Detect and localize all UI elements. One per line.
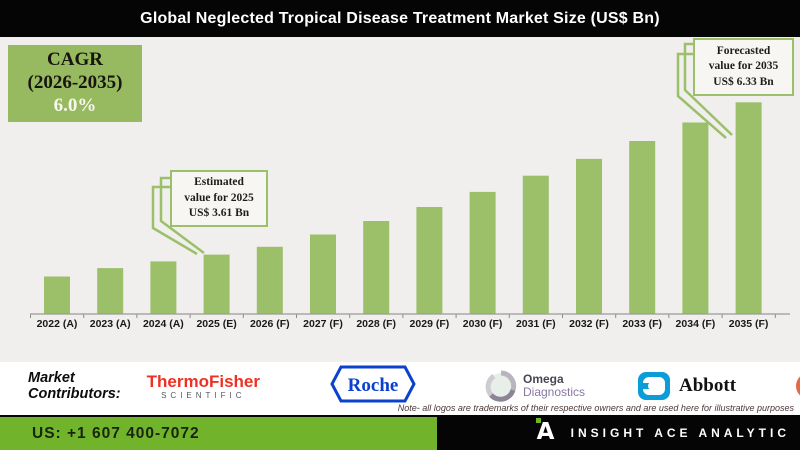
estimated-value: US$ 3.61 Bn (188, 207, 250, 220)
x-axis-labels: 2022 (A) 2023 (A) 2024 (A) 2025 (E) 2026 (F)… (0, 318, 800, 334)
bar-2028 (363, 221, 390, 314)
x-label-2022: 2022 (A) (36, 318, 78, 330)
forecast-callout-leader (676, 42, 733, 139)
phone-number: US: +1 607 400-7072 (32, 424, 200, 442)
title-bar: Global Neglected Tropical Disease Treatm… (0, 0, 800, 37)
page-title: Global Neglected Tropical Disease Treatm… (140, 9, 660, 27)
market-contributors-label: Market Contributors: (28, 370, 121, 402)
x-label-2023: 2023 (A) (89, 318, 131, 330)
cagr-value: 6.0% (53, 94, 97, 116)
bar-2035 (735, 102, 762, 314)
bar-2030 (469, 191, 496, 314)
trademark-note: Note- all logos are trademarks of their … (397, 403, 794, 413)
cagr-badge: CAGR (2026-2035) 6.0% (8, 45, 142, 122)
abbott-wordmark: Abbott (679, 375, 737, 396)
chart-canvas (30, 42, 790, 318)
thermofisher-wordmark: ThermoFisher (146, 371, 260, 391)
insight-ace-logo-icon: A (535, 417, 555, 445)
oscar-cube-icon (796, 376, 800, 396)
oscar-logo: OSCAR (794, 371, 800, 401)
abbott-logo: Abbott (637, 371, 736, 401)
x-label-2027: 2027 (F) (303, 318, 343, 330)
estimated-value-callout: Estimated value for 2025 US$ 3.61 Bn (170, 170, 268, 227)
omega-swirl-icon (485, 370, 517, 402)
axis-ticks (30, 314, 776, 318)
x-label-2032: 2032 (F) (569, 318, 609, 330)
estimated-line2: value for 2025 (184, 191, 254, 204)
x-label-2025: 2025 (E) (196, 318, 237, 330)
x-label-2030: 2030 (F) (462, 318, 503, 330)
bar-2026 (256, 246, 283, 314)
cagr-range: (2026-2035) (27, 72, 123, 94)
x-label-2026: 2026 (F) (249, 318, 290, 330)
bar-2024 (150, 261, 177, 314)
omega-diagnostics-logo: Omega Diagnostics (484, 369, 585, 403)
bar-2031 (522, 175, 549, 314)
x-label-2024: 2024 (A) (142, 318, 184, 330)
estimated-line1: Estimated (194, 176, 244, 189)
forecast-value-callout: Forecasted value for 2035 US$ 6.33 Bn (693, 38, 794, 96)
svg-text:Roche: Roche (348, 375, 399, 396)
bar-2023 (97, 268, 124, 314)
forecast-line2: value for 2035 (708, 60, 779, 73)
x-label-2028: 2028 (F) (356, 318, 397, 330)
roche-logo: Roche (330, 365, 416, 408)
footer-contact-box: US: +1 607 400-7072 (0, 417, 437, 450)
brand-name: INSIGHT ACE ANALYTIC (570, 425, 790, 440)
abbott-a-icon (638, 372, 671, 400)
x-label-2031: 2031 (F) (515, 318, 556, 330)
omega-wordmark: Omega (522, 372, 564, 387)
footer-bar: US: +1 607 400-7072 A INSIGHT ACE ANALYT… (0, 415, 800, 450)
x-label-2034: 2034 (F) (675, 318, 716, 330)
x-label-2033: 2033 (F) (622, 318, 663, 330)
bar-2025 (203, 254, 230, 314)
bars-group (44, 102, 762, 314)
forecast-value: US$ 6.33 Bn (713, 75, 774, 88)
brand-block: A INSIGHT ACE ANALYTIC (535, 415, 790, 450)
forecast-line1: Forecasted (716, 44, 771, 57)
x-label-2029: 2029 (F) (409, 318, 450, 330)
x-label-2035: 2035 (F) (728, 318, 769, 330)
estimated-callout-leader (151, 176, 205, 256)
bar-2034 (682, 122, 709, 314)
cagr-title: CAGR (47, 49, 103, 71)
bar-2029 (416, 207, 443, 314)
bar-2032 (576, 158, 602, 314)
bar-2022 (44, 276, 70, 314)
bar-2027 (310, 234, 336, 314)
bar-chart: 2022 (A) 2023 (A) 2024 (A) 2025 (E) 2026 (F)… (0, 37, 800, 362)
roche-hexagon-icon: Roche (330, 365, 416, 402)
thermofisher-subtext: SCIENTIFIC (161, 390, 246, 400)
market-contributors-strip: Market Contributors: ThermoFisher SCIENT… (0, 362, 800, 415)
bar-2033 (629, 141, 656, 314)
thermofisher-logo: ThermoFisher SCIENTIFIC (147, 373, 260, 400)
omega-subtext: Diagnostics (522, 385, 586, 399)
